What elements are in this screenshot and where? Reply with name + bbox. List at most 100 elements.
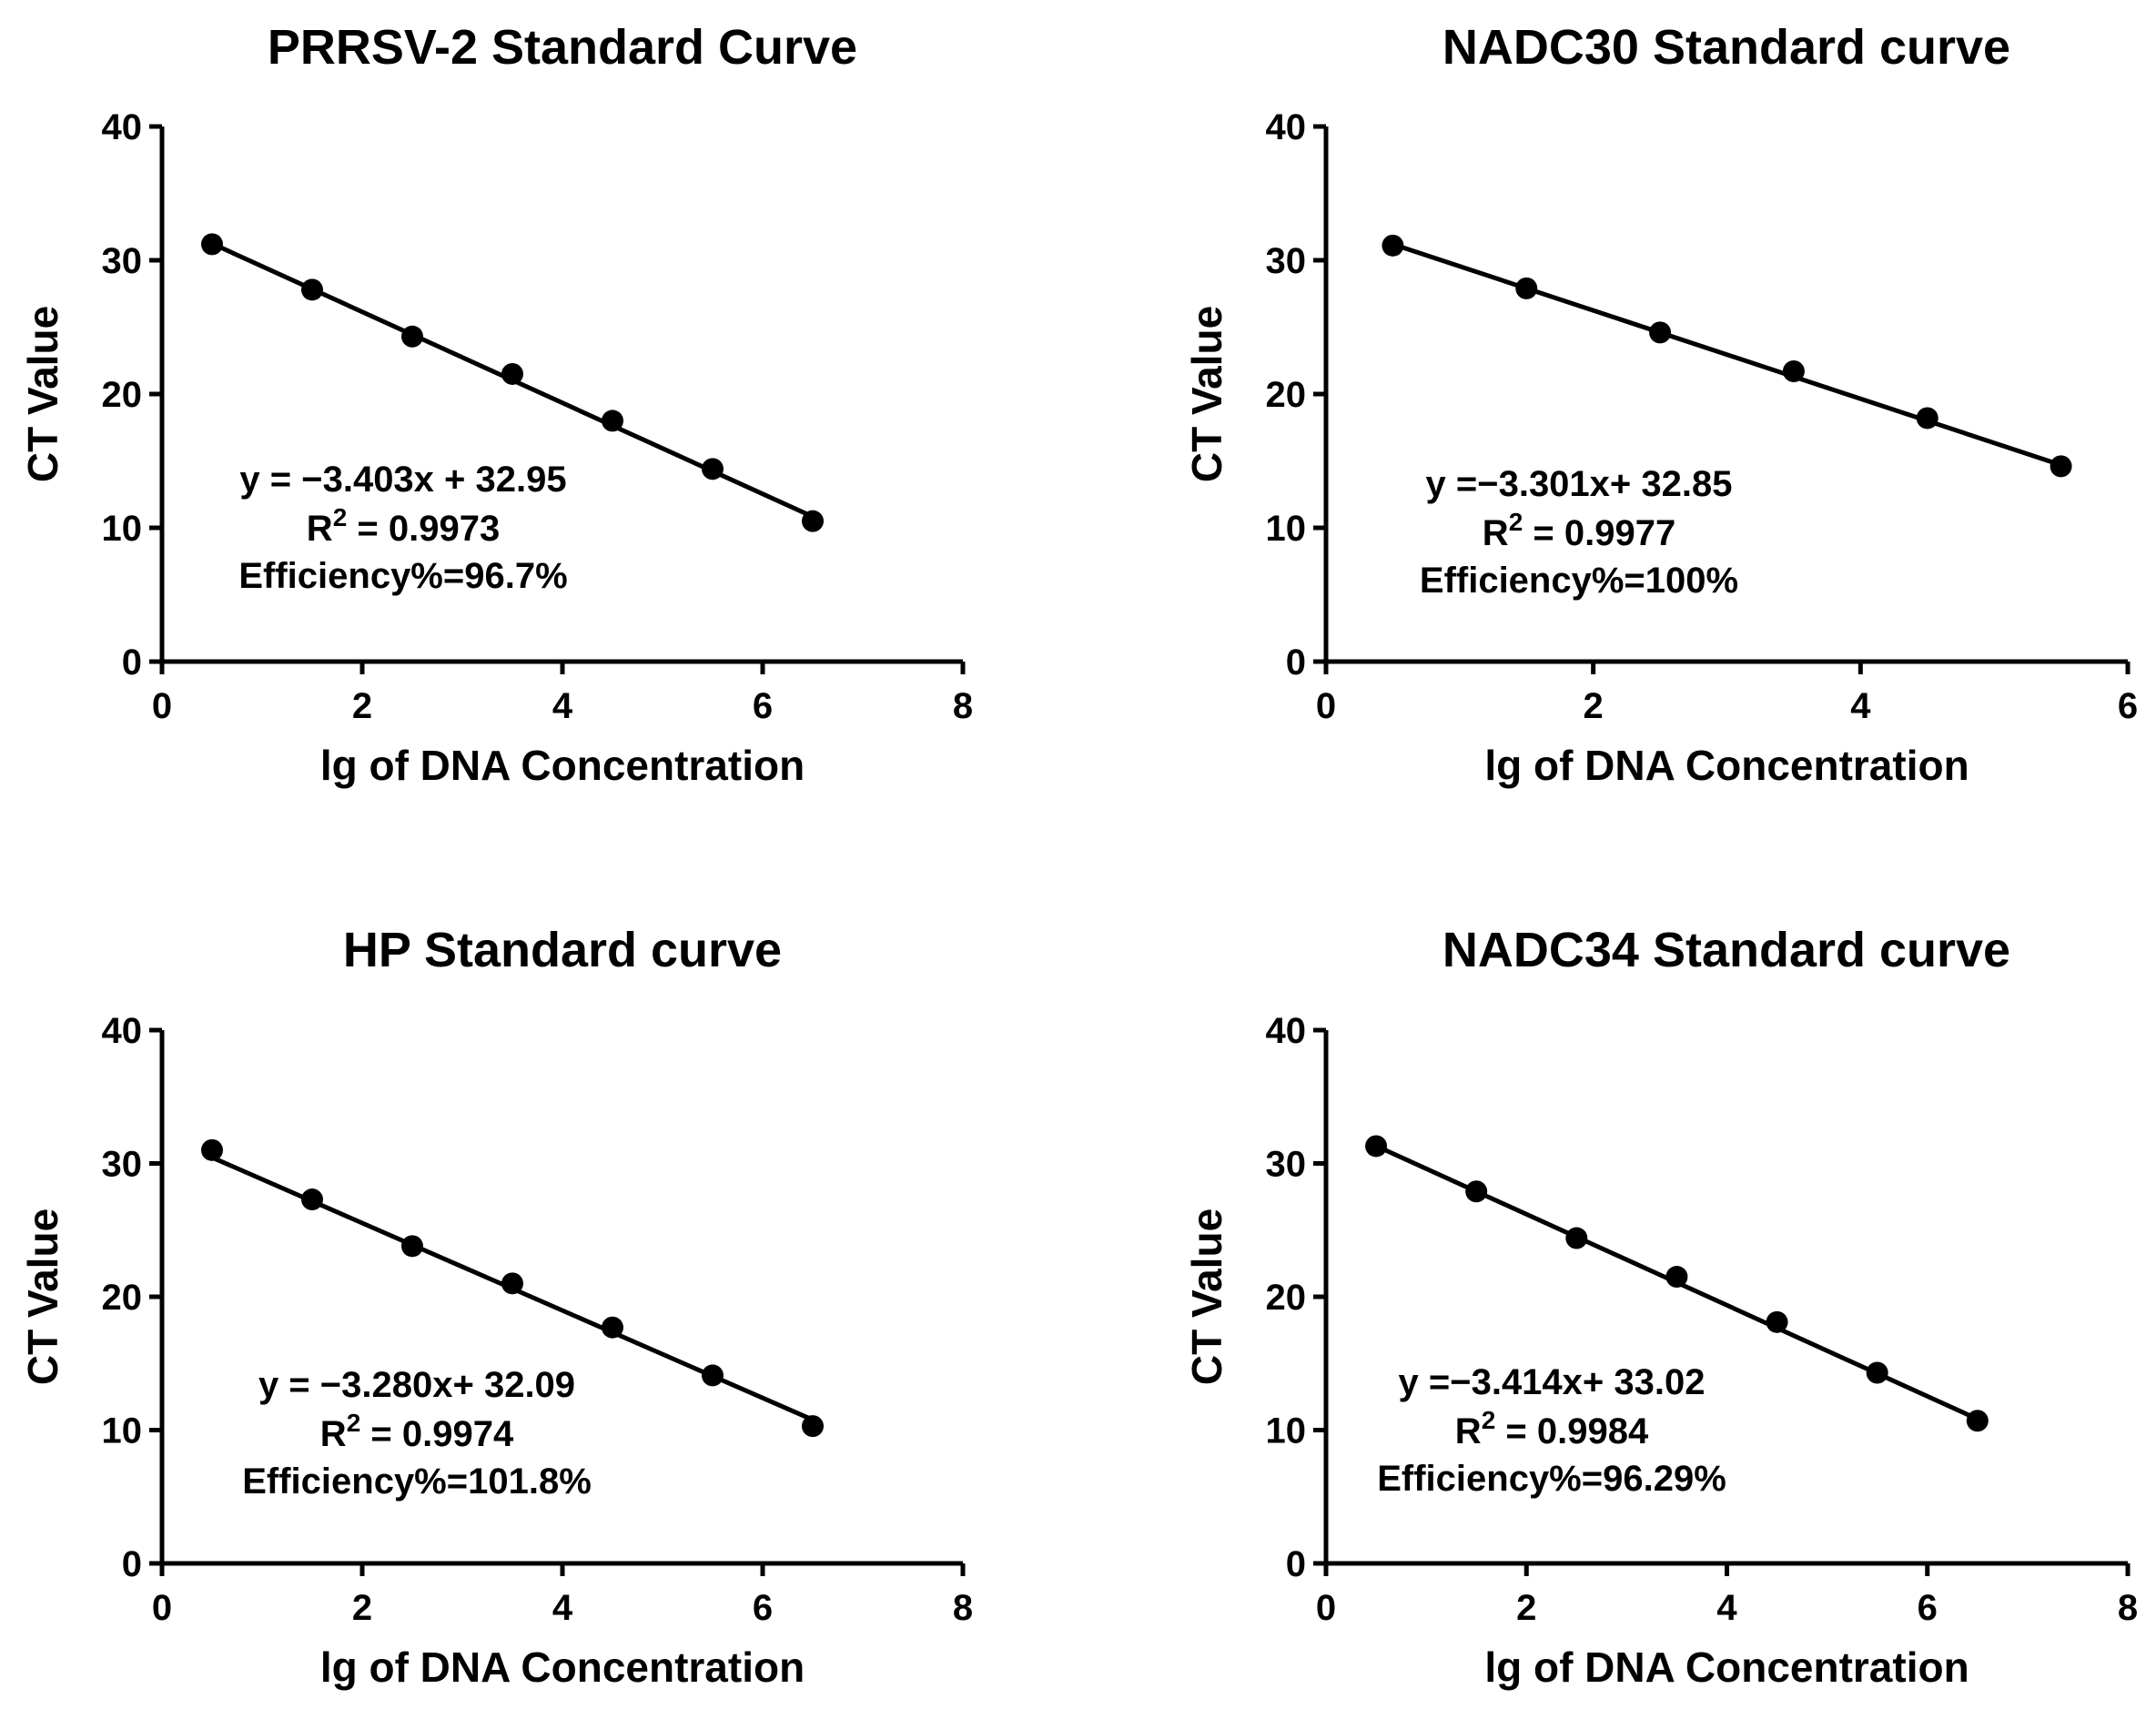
x-tick-label: 6 — [2118, 686, 2138, 726]
x-tick-label: 6 — [1918, 1588, 1938, 1628]
data-point — [1665, 1266, 1688, 1289]
data-point — [501, 362, 523, 385]
chart-title: NADC30 Standard curve — [1442, 20, 2010, 75]
data-point — [201, 1138, 223, 1161]
y-axis-label: CT Value — [19, 306, 66, 482]
data-point — [2050, 455, 2072, 478]
y-tick-label: 40 — [1266, 1011, 1307, 1051]
y-axis-label: CT Value — [1183, 1208, 1230, 1385]
y-tick-label: 40 — [102, 1011, 143, 1051]
data-point — [1866, 1361, 1888, 1384]
y-tick-label: 40 — [1266, 107, 1307, 147]
x-tick-label: 4 — [552, 1588, 573, 1628]
x-tick-label: 8 — [2118, 1588, 2138, 1628]
fit-equation: y =−3.301x+ 32.85 — [1426, 464, 1733, 504]
data-point — [1465, 1180, 1488, 1203]
chart-title: PRRSV-2 Standard Curve — [268, 20, 857, 75]
efficiency-label: Efficiency%=96.7% — [238, 556, 567, 596]
data-point — [1966, 1410, 1989, 1432]
data-point — [1649, 321, 1672, 344]
y-tick-label: 30 — [102, 241, 143, 281]
x-tick-label: 2 — [1516, 1588, 1536, 1628]
chart-title: NADC34 Standard curve — [1442, 923, 2010, 977]
y-tick-label: 0 — [122, 1544, 142, 1584]
data-point — [702, 458, 724, 480]
data-point — [301, 1188, 323, 1211]
y-tick-label: 30 — [1266, 241, 1307, 281]
data-point — [602, 1316, 623, 1339]
x-tick-label: 2 — [352, 1588, 372, 1628]
r-squared-value: = 0.9977 — [1523, 513, 1675, 553]
data-point — [1365, 1135, 1388, 1158]
fit-equation: y = −3.403x + 32.95 — [239, 460, 566, 500]
data-point — [802, 510, 824, 532]
data-point — [501, 1272, 523, 1295]
x-tick-label: 6 — [753, 1588, 773, 1628]
r-squared: R2 = 0.9974 — [320, 1409, 514, 1454]
y-tick-label: 10 — [102, 1411, 143, 1451]
data-point — [1916, 407, 1938, 430]
chart-panel: HP Standard curve 0 2 4 6 8 0 10 20 30 40 lg of DNA… — [19, 923, 973, 1691]
x-tick-label: 2 — [352, 686, 372, 726]
data-point — [702, 1364, 724, 1387]
data-point — [1565, 1227, 1588, 1249]
fit-equation: y =−3.414x+ 33.02 — [1399, 1362, 1706, 1402]
data-point — [1782, 360, 1805, 383]
chart-panel: NADC30 Standard curve 0 2 4 6 0 10 20 30 40 lg of … — [1183, 20, 2138, 789]
y-tick-label: 20 — [1266, 1278, 1307, 1318]
data-point — [1766, 1310, 1788, 1333]
x-tick-label: 0 — [152, 686, 172, 726]
y-tick-label: 30 — [1266, 1145, 1307, 1185]
chart-panel: PRRSV-2 Standard Curve 0 2 4 6 8 0 10 20 30 40 lg o… — [19, 20, 973, 789]
chart-title: HP Standard curve — [343, 923, 782, 977]
x-axis-label: lg of DNA Concentration — [1484, 1643, 1969, 1691]
data-point — [1515, 277, 1538, 299]
x-tick-label: 2 — [1584, 686, 1604, 726]
x-axis-label: lg of DNA Concentration — [320, 1643, 805, 1691]
x-tick-label: 4 — [1850, 686, 1871, 726]
y-tick-label: 20 — [102, 1278, 143, 1318]
efficiency-label: Efficiency%=100% — [1420, 561, 1738, 601]
y-tick-label: 20 — [1266, 375, 1307, 415]
data-point — [602, 410, 623, 432]
x-tick-label: 8 — [953, 1588, 973, 1628]
y-tick-label: 20 — [102, 375, 143, 415]
data-point — [301, 278, 323, 301]
x-tick-label: 0 — [1316, 1588, 1336, 1628]
y-tick-label: 0 — [1286, 1544, 1306, 1584]
fit-equation: y = −3.280x+ 32.09 — [258, 1365, 575, 1405]
x-tick-label: 4 — [1716, 1588, 1737, 1628]
efficiency-label: Efficiency%=96.29% — [1377, 1459, 1726, 1499]
y-tick-label: 10 — [1266, 1411, 1307, 1451]
efficiency-label: Efficiency%=101.8% — [242, 1461, 592, 1502]
y-tick-label: 10 — [102, 509, 143, 549]
data-point — [802, 1415, 824, 1438]
r-squared-value: = 0.9973 — [347, 509, 500, 549]
r-squared: R2 = 0.9977 — [1483, 508, 1675, 553]
data-point — [401, 325, 423, 348]
r-squared-value: = 0.9984 — [1495, 1411, 1649, 1451]
chart-panel: NADC34 Standard curve 0 2 4 6 8 0 10 20 30 40 lg of… — [1183, 923, 2138, 1691]
data-point — [1382, 234, 1404, 257]
x-tick-label: 6 — [753, 686, 773, 726]
x-tick-label: 0 — [152, 1588, 172, 1628]
x-axis-label: lg of DNA Concentration — [1484, 742, 1969, 789]
y-tick-label: 40 — [102, 107, 143, 147]
y-tick-label: 10 — [1266, 509, 1307, 549]
data-point — [401, 1235, 423, 1258]
x-axis-label: lg of DNA Concentration — [320, 742, 805, 789]
fit-line — [1392, 241, 2062, 468]
y-axis-label: CT Value — [19, 1208, 66, 1385]
r-squared: R2 = 0.9973 — [307, 503, 500, 549]
x-tick-label: 4 — [552, 686, 573, 726]
data-point — [201, 233, 223, 256]
y-tick-label: 0 — [1286, 642, 1306, 683]
r-squared: R2 = 0.9984 — [1455, 1406, 1649, 1451]
y-axis-label: CT Value — [1183, 306, 1230, 482]
r-squared-value: = 0.9974 — [360, 1414, 514, 1454]
x-tick-label: 0 — [1316, 686, 1336, 726]
x-tick-label: 8 — [953, 686, 973, 726]
y-tick-label: 0 — [122, 642, 142, 683]
y-tick-label: 30 — [102, 1145, 143, 1185]
